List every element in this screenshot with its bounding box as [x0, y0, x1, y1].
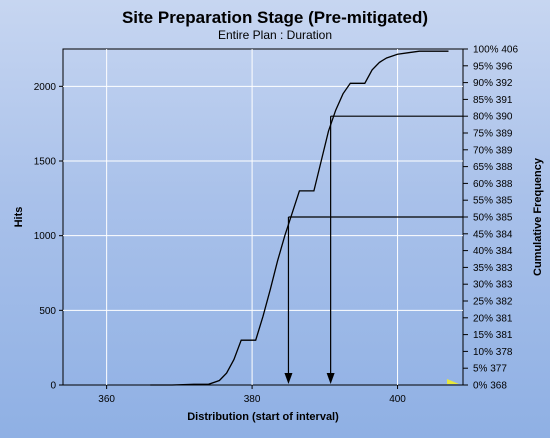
right-tick-label: 35% 383 — [473, 263, 513, 274]
percentile-80-arrow — [326, 373, 335, 384]
right-tick-label: 95% 396 — [473, 61, 513, 72]
cumulative-curve-line — [150, 50, 449, 386]
right-tick-label: 30% 383 — [473, 280, 513, 291]
y-tick-label: 1500 — [34, 157, 57, 168]
x-axis-title: Distribution (start of interval) — [187, 411, 339, 423]
x-tick-label: 380 — [244, 394, 261, 405]
y-axis-title: Hits — [13, 207, 25, 228]
highlight-marker — [447, 379, 459, 384]
right-tick-label: 75% 389 — [473, 129, 513, 140]
right-tick-label: 25% 382 — [473, 297, 513, 308]
right-tick-label: 85% 391 — [473, 95, 513, 106]
right-tick-label: 20% 381 — [473, 313, 513, 324]
right-tick-label: 80% 390 — [473, 112, 513, 123]
right-tick-label: 0% 368 — [473, 381, 507, 392]
y-tick-label: 0 — [50, 381, 56, 392]
y-axis-ticks: 0 500 1000 1500 2000 — [34, 82, 63, 392]
right-tick-label: 15% 381 — [473, 330, 513, 341]
x-tick-label: 400 — [389, 394, 406, 405]
percentile-50-arrow — [284, 373, 293, 384]
right-axis-ticks: 0% 368 5% 377 10% 378 15% 381 20% 381 25% 382… — [463, 45, 518, 392]
right-tick-label: 60% 388 — [473, 179, 513, 190]
y-tick-label: 2000 — [34, 82, 57, 93]
chart-subtitle: Entire Plan : Duration — [217, 28, 333, 42]
right-tick-label: 10% 378 — [473, 347, 513, 358]
right-tick-label: 90% 392 — [473, 78, 513, 89]
right-tick-label: 100% 406 — [473, 45, 518, 56]
right-tick-label: 45% 384 — [473, 229, 513, 240]
percentile-markers — [284, 115, 463, 384]
x-tick-label: 360 — [98, 394, 115, 405]
right-tick-label: 65% 388 — [473, 162, 513, 173]
right-axis-title: Cumulative Frequency — [532, 157, 544, 276]
right-tick-label: 70% 389 — [473, 145, 513, 156]
right-tick-label: 5% 377 — [473, 364, 507, 375]
y-tick-label: 1000 — [34, 231, 57, 242]
chart-title: Site Preparation Stage (Pre-mitigated) — [121, 8, 429, 27]
x-axis-ticks: 360 380 400 — [98, 385, 406, 405]
right-tick-label: 55% 385 — [473, 196, 513, 207]
right-tick-label: 50% 385 — [473, 213, 513, 224]
right-tick-label: 40% 384 — [473, 246, 513, 257]
gridlines — [63, 49, 463, 385]
y-tick-label: 500 — [39, 306, 56, 317]
